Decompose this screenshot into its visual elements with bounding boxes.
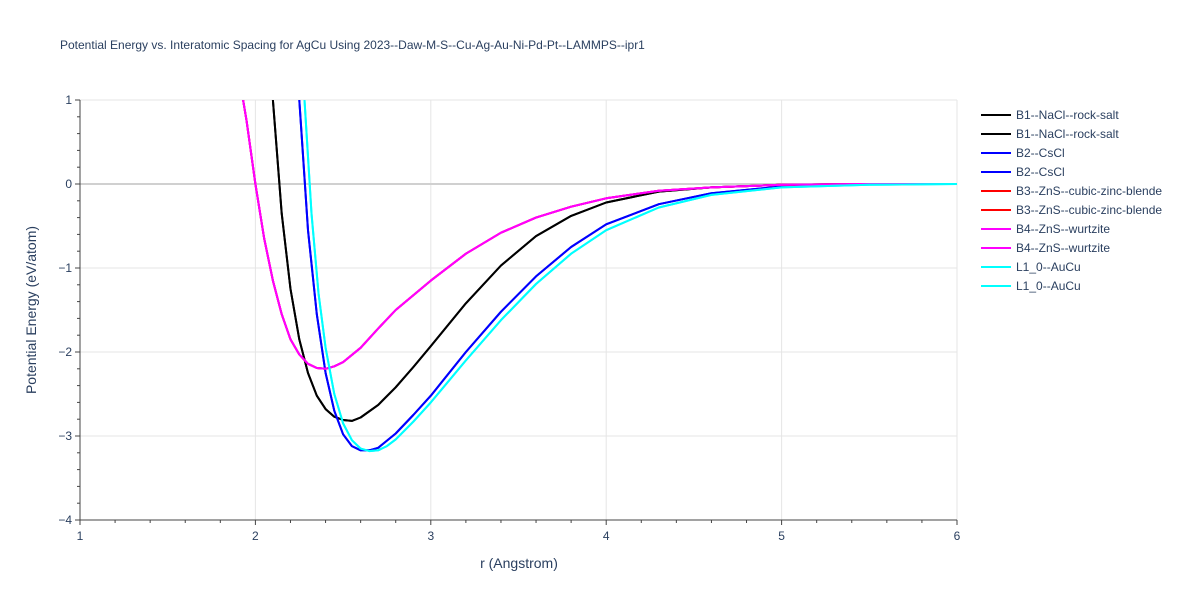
legend-label: B3--ZnS--cubic-zinc-blende (1016, 203, 1162, 217)
y-tick-label: 1 (65, 93, 72, 107)
series-line-l1-0-aucu (303, 100, 957, 453)
series-line-b4-zns-wurtzite (242, 100, 957, 370)
y-tick-label: −2 (58, 345, 72, 359)
legend-label: B2--CsCl (1016, 165, 1065, 179)
legend-item-b3-zns-cubic-zinc-blende[interactable]: B3--ZnS--cubic-zinc-blende (981, 184, 1162, 198)
x-tick-label: 5 (778, 529, 785, 543)
legend[interactable]: B1--NaCl--rock-salt B1--NaCl--rock-salt B2… (981, 108, 1162, 293)
x-tick-label: 4 (603, 529, 610, 543)
legend-item-b2-cscl[interactable]: B2--CsCl (981, 165, 1065, 179)
legend-item-b2-cscl[interactable]: B2--CsCl (981, 146, 1065, 160)
legend-label: L1_0--AuCu (1016, 260, 1081, 274)
legend-item-b3-zns-cubic-zinc-blende[interactable]: B3--ZnS--cubic-zinc-blende (981, 203, 1162, 217)
legend-label: B2--CsCl (1016, 146, 1065, 160)
legend-item-b4-zns-wurtzite[interactable]: B4--ZnS--wurtzite (981, 222, 1110, 236)
x-axis-ticks: 1 2 3 4 5 6 (77, 520, 961, 543)
y-tick-label: −4 (58, 513, 72, 527)
legend-label: B1--NaCl--rock-salt (1016, 127, 1119, 141)
legend-label: B1--NaCl--rock-salt (1016, 108, 1119, 122)
y-tick-label: −1 (58, 261, 72, 275)
legend-label: B3--ZnS--cubic-zinc-blende (1016, 184, 1162, 198)
x-tick-label: 6 (954, 529, 961, 543)
x-axis-label: r (Angstrom) (480, 555, 558, 571)
y-axis-label: Potential Energy (eV/atom) (23, 226, 39, 394)
legend-label: B4--ZnS--wurtzite (1016, 222, 1110, 236)
axes (79, 100, 957, 521)
legend-label: B4--ZnS--wurtzite (1016, 241, 1110, 255)
chart-title: Potential Energy vs. Interatomic Spacing… (60, 38, 645, 52)
legend-item-b4-zns-wurtzite[interactable]: B4--ZnS--wurtzite (981, 241, 1110, 255)
legend-item-b1-nacl-rock-salt[interactable]: B1--NaCl--rock-salt (981, 108, 1119, 122)
series-line-b2-cscl (298, 100, 957, 452)
legend-item-l1-0-aucu[interactable]: L1_0--AuCu (981, 279, 1081, 293)
legend-item-b1-nacl-rock-salt[interactable]: B1--NaCl--rock-salt (981, 127, 1119, 141)
legend-item-l1-0-aucu[interactable]: L1_0--AuCu (981, 260, 1081, 274)
y-tick-label: 0 (65, 177, 72, 191)
y-tick-label: −3 (58, 429, 72, 443)
plot-area (80, 100, 957, 520)
x-tick-label: 1 (77, 529, 84, 543)
series-lines (242, 100, 957, 453)
legend-label: L1_0--AuCu (1016, 279, 1081, 293)
x-tick-label: 3 (427, 529, 434, 543)
x-tick-label: 2 (252, 529, 259, 543)
y-axis-ticks: 1 0 −1 −2 −3 −4 (58, 93, 80, 527)
